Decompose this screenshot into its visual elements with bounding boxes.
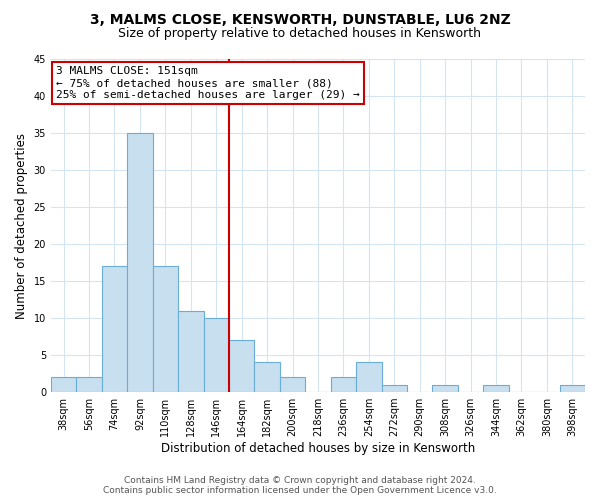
Bar: [356, 362, 382, 392]
Bar: [280, 378, 305, 392]
X-axis label: Distribution of detached houses by size in Kensworth: Distribution of detached houses by size …: [161, 442, 475, 455]
Text: 3 MALMS CLOSE: 151sqm
← 75% of detached houses are smaller (88)
25% of semi-deta: 3 MALMS CLOSE: 151sqm ← 75% of detached …: [56, 66, 360, 100]
Bar: [483, 384, 509, 392]
Text: Size of property relative to detached houses in Kensworth: Size of property relative to detached ho…: [119, 28, 482, 40]
Text: Contains HM Land Registry data © Crown copyright and database right 2024.
Contai: Contains HM Land Registry data © Crown c…: [103, 476, 497, 495]
Bar: [152, 266, 178, 392]
Text: 3, MALMS CLOSE, KENSWORTH, DUNSTABLE, LU6 2NZ: 3, MALMS CLOSE, KENSWORTH, DUNSTABLE, LU…: [89, 12, 511, 26]
Bar: [127, 133, 152, 392]
Bar: [433, 384, 458, 392]
Bar: [331, 378, 356, 392]
Bar: [229, 340, 254, 392]
Bar: [178, 310, 203, 392]
Bar: [102, 266, 127, 392]
Bar: [203, 318, 229, 392]
Bar: [382, 384, 407, 392]
Bar: [76, 378, 102, 392]
Bar: [51, 378, 76, 392]
Bar: [254, 362, 280, 392]
Bar: [560, 384, 585, 392]
Y-axis label: Number of detached properties: Number of detached properties: [15, 132, 28, 318]
